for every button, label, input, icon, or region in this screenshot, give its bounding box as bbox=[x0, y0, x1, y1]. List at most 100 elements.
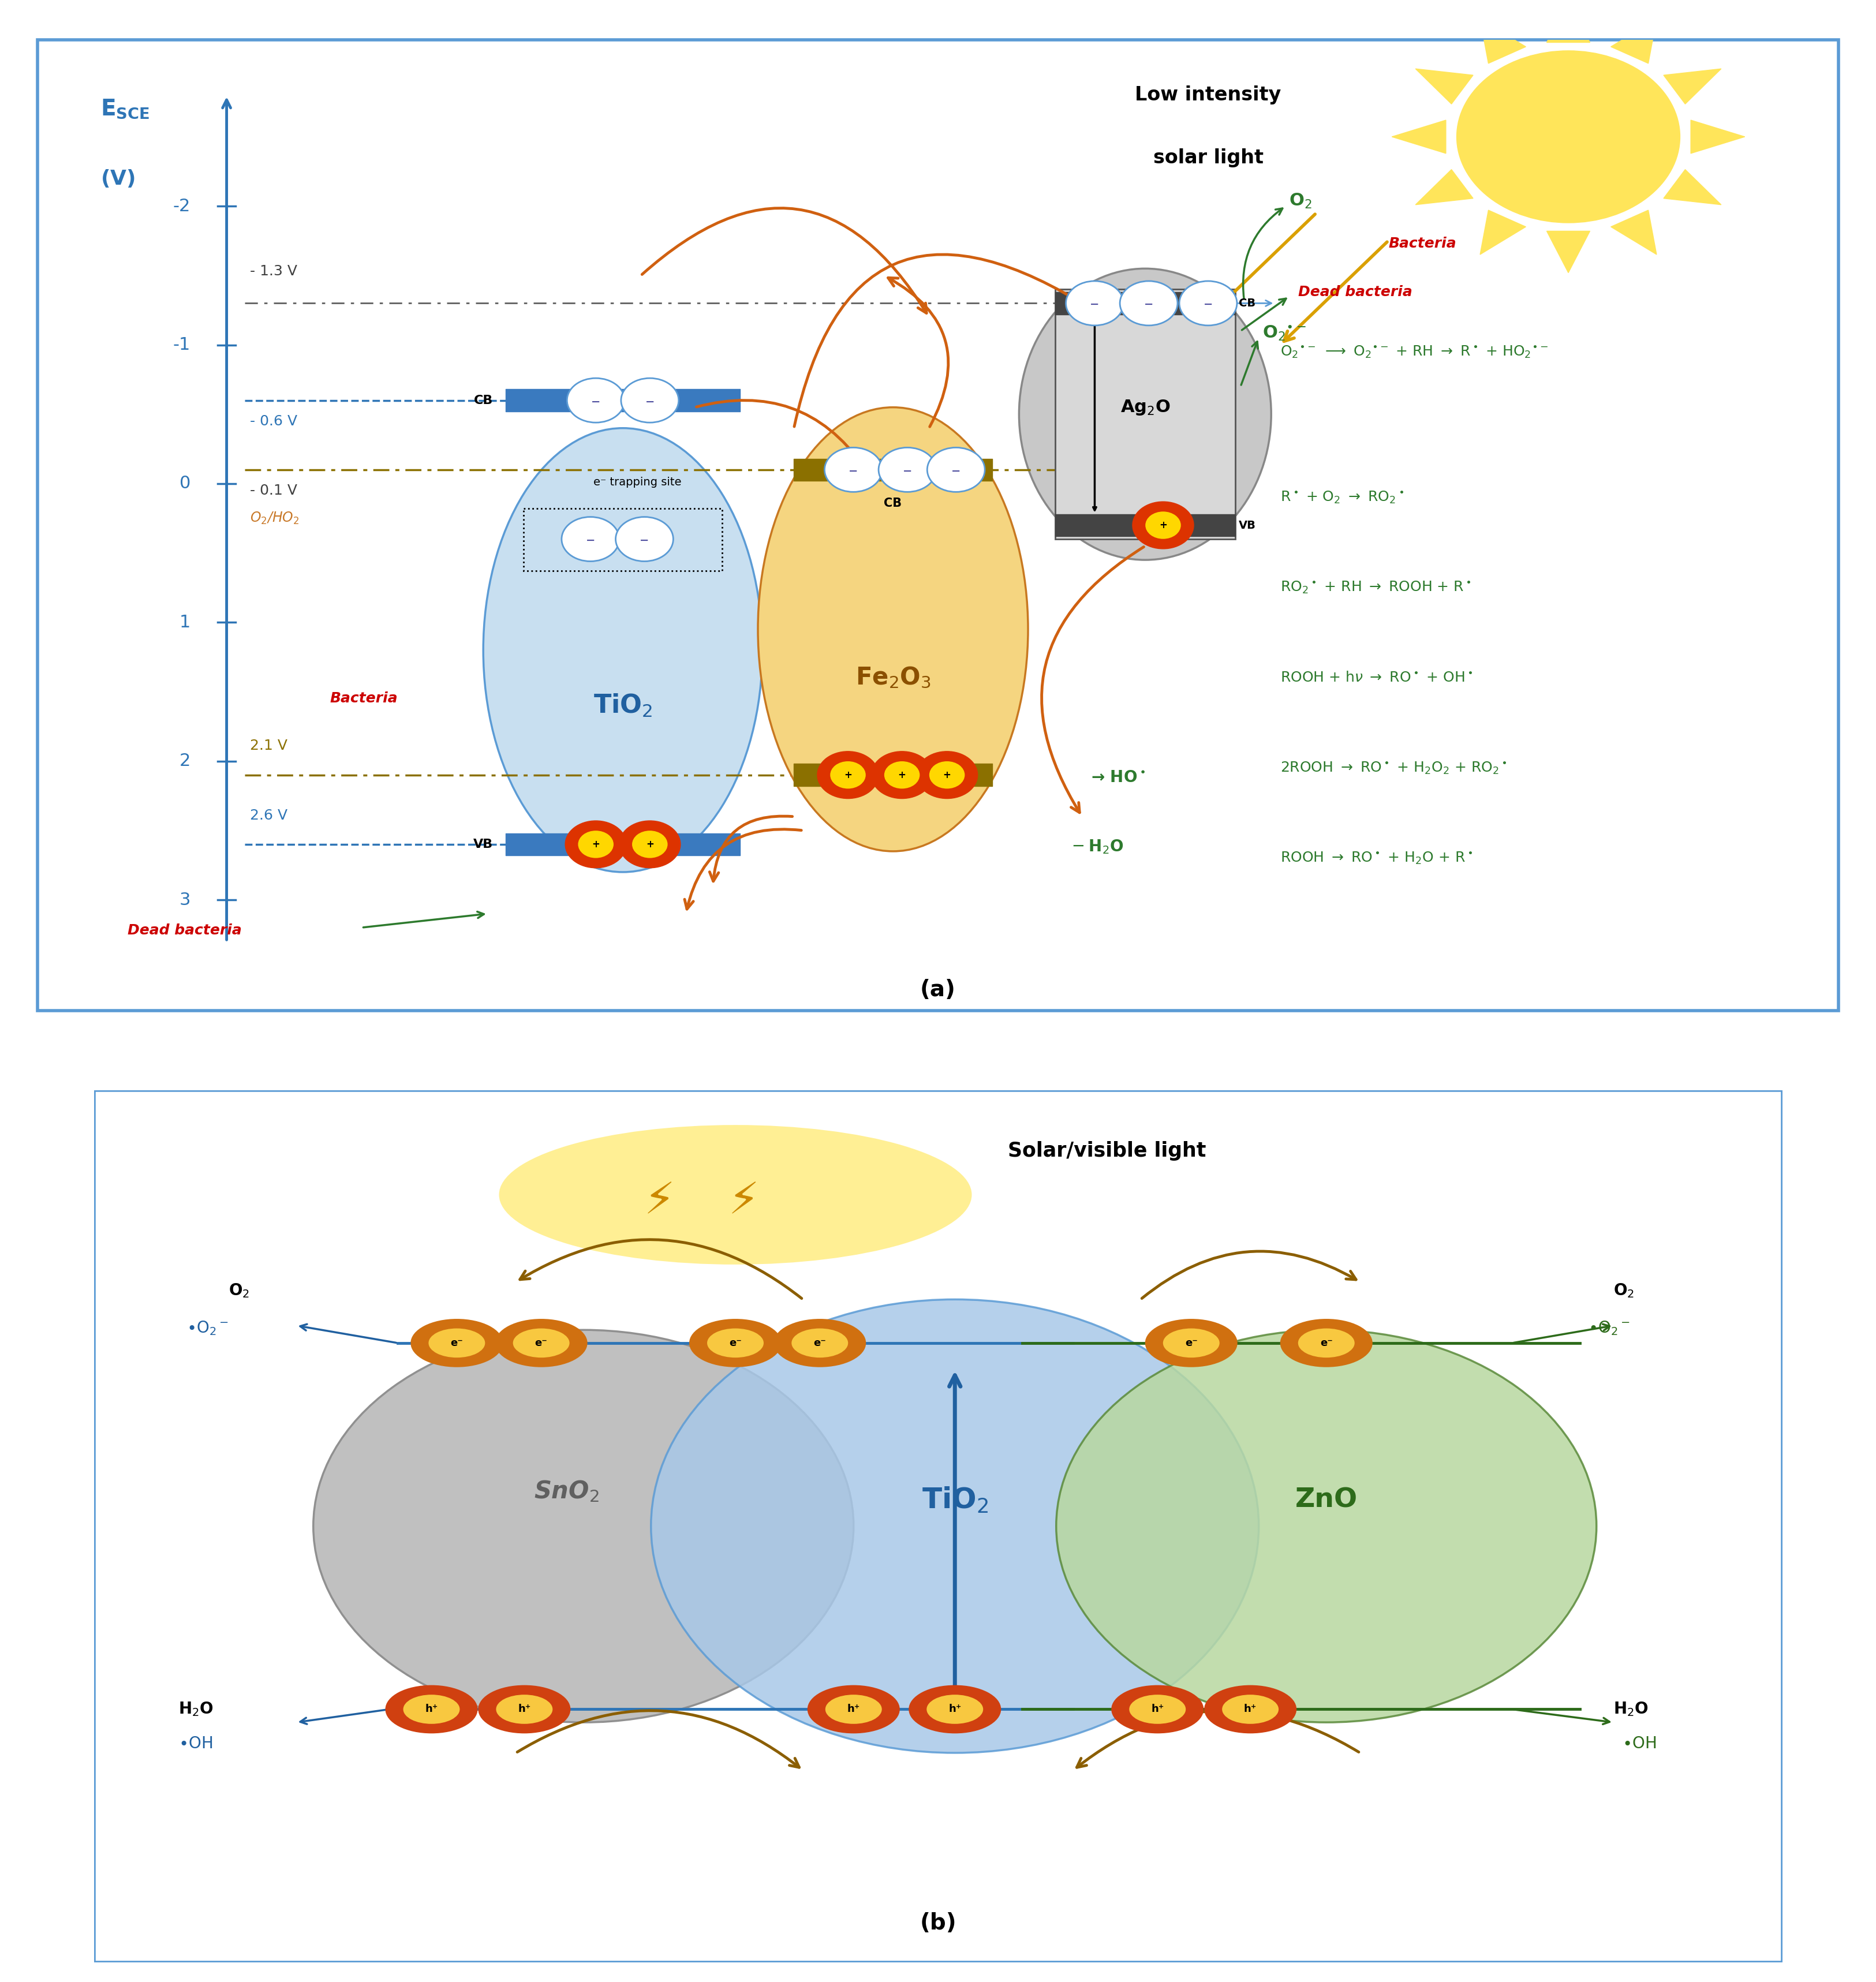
Text: -2: -2 bbox=[173, 198, 191, 214]
Text: - 1.3 V: - 1.3 V bbox=[250, 264, 298, 277]
Polygon shape bbox=[1546, 0, 1591, 42]
Text: O$_2$: O$_2$ bbox=[1289, 192, 1311, 210]
Circle shape bbox=[1112, 1687, 1203, 1732]
Text: +: + bbox=[899, 769, 906, 781]
Text: Solar/visible light: Solar/visible light bbox=[1007, 1142, 1206, 1161]
Text: −: − bbox=[951, 466, 961, 476]
Text: 2ROOH $\rightarrow$ RO$^\bullet$ + H$_2$O$_2$ + RO$_2$$^\bullet$: 2ROOH $\rightarrow$ RO$^\bullet$ + H$_2$… bbox=[1279, 761, 1506, 775]
Text: → HO$^\bullet$: → HO$^\bullet$ bbox=[1092, 769, 1146, 785]
Polygon shape bbox=[1416, 170, 1473, 204]
Text: −: − bbox=[848, 466, 857, 476]
Text: $\mathbf{E_{SCE}}$: $\mathbf{E_{SCE}}$ bbox=[101, 97, 150, 121]
Circle shape bbox=[1281, 1320, 1371, 1366]
Text: R$^\bullet$ + O$_2$ $\rightarrow$ RO$_2$$^\bullet$: R$^\bullet$ + O$_2$ $\rightarrow$ RO$_2$… bbox=[1279, 490, 1403, 505]
Text: +: + bbox=[645, 838, 655, 850]
Text: Low intensity: Low intensity bbox=[1135, 85, 1281, 105]
Circle shape bbox=[775, 1320, 865, 1366]
Circle shape bbox=[825, 1695, 882, 1724]
Text: 0: 0 bbox=[180, 476, 191, 492]
Circle shape bbox=[403, 1695, 460, 1724]
Circle shape bbox=[927, 448, 985, 492]
Text: CB: CB bbox=[475, 394, 493, 406]
Text: −: − bbox=[585, 535, 595, 545]
Ellipse shape bbox=[1056, 1330, 1596, 1722]
Circle shape bbox=[1133, 501, 1193, 549]
Circle shape bbox=[1066, 281, 1124, 325]
Ellipse shape bbox=[313, 1330, 854, 1722]
Circle shape bbox=[1221, 1695, 1279, 1724]
Circle shape bbox=[495, 1695, 553, 1724]
Circle shape bbox=[512, 1328, 570, 1358]
Circle shape bbox=[1163, 1328, 1219, 1358]
FancyArrowPatch shape bbox=[1041, 547, 1144, 813]
Ellipse shape bbox=[1019, 270, 1272, 559]
Text: (b): (b) bbox=[919, 1913, 957, 1934]
Polygon shape bbox=[1611, 210, 1657, 254]
Text: RO$_2$$^\bullet$ + RH $\rightarrow$ ROOH + R$^\bullet$: RO$_2$$^\bullet$ + RH $\rightarrow$ ROOH… bbox=[1279, 581, 1471, 595]
Text: h⁺: h⁺ bbox=[1244, 1705, 1257, 1714]
Circle shape bbox=[478, 1687, 570, 1732]
Circle shape bbox=[929, 761, 964, 789]
Circle shape bbox=[578, 830, 613, 858]
FancyArrowPatch shape bbox=[794, 254, 1079, 426]
Circle shape bbox=[621, 379, 679, 422]
Text: ⚡: ⚡ bbox=[728, 1181, 760, 1223]
Text: e⁻: e⁻ bbox=[450, 1338, 463, 1348]
Text: $\bullet$O$_2$$^-$: $\bullet$O$_2$$^-$ bbox=[188, 1320, 229, 1336]
Text: Bacteria: Bacteria bbox=[1388, 236, 1456, 250]
Polygon shape bbox=[1690, 121, 1745, 153]
Circle shape bbox=[915, 751, 977, 799]
Text: VB: VB bbox=[1238, 519, 1257, 531]
Polygon shape bbox=[1611, 20, 1657, 63]
Circle shape bbox=[910, 1687, 1000, 1732]
FancyArrowPatch shape bbox=[1077, 1710, 1358, 1768]
Text: $\bullet$OH: $\bullet$OH bbox=[1621, 1736, 1657, 1752]
Circle shape bbox=[1204, 1687, 1296, 1732]
Circle shape bbox=[707, 1328, 764, 1358]
Circle shape bbox=[825, 448, 882, 492]
Text: e⁻: e⁻ bbox=[535, 1338, 548, 1348]
Text: −: − bbox=[1203, 299, 1214, 309]
Polygon shape bbox=[1416, 69, 1473, 103]
Text: H$_2$O: H$_2$O bbox=[178, 1701, 214, 1718]
Circle shape bbox=[870, 751, 932, 799]
Text: ⚡: ⚡ bbox=[643, 1181, 675, 1223]
Circle shape bbox=[1180, 281, 1236, 325]
Text: h⁺: h⁺ bbox=[426, 1705, 437, 1714]
Text: O$_2$$^{\bullet -}$ $\longrightarrow$ O$_2$$^{\bullet -}$ + RH $\rightarrow$ R$^: O$_2$$^{\bullet -}$ $\longrightarrow$ O$… bbox=[1279, 345, 1548, 359]
Circle shape bbox=[428, 1328, 486, 1358]
Circle shape bbox=[495, 1320, 587, 1366]
Polygon shape bbox=[1546, 232, 1591, 274]
Text: - 0.6 V: - 0.6 V bbox=[250, 414, 298, 428]
Circle shape bbox=[386, 1687, 477, 1732]
Text: (a): (a) bbox=[919, 979, 957, 1001]
Polygon shape bbox=[1392, 121, 1446, 153]
Text: ROOH + h$\nu$ $\rightarrow$ RO$^\bullet$ + OH$^\bullet$: ROOH + h$\nu$ $\rightarrow$ RO$^\bullet$… bbox=[1279, 672, 1473, 684]
Text: −: − bbox=[1090, 299, 1099, 309]
FancyBboxPatch shape bbox=[38, 40, 1838, 1011]
Text: −: − bbox=[591, 396, 600, 406]
Text: Ag$_2$O: Ag$_2$O bbox=[1120, 398, 1171, 416]
Text: ─ H$_2$O: ─ H$_2$O bbox=[1073, 838, 1124, 854]
FancyArrowPatch shape bbox=[887, 277, 947, 426]
Circle shape bbox=[1456, 52, 1681, 222]
Circle shape bbox=[927, 1695, 983, 1724]
Text: O$_2$$^{\bullet -}$: O$_2$$^{\bullet -}$ bbox=[1263, 325, 1306, 343]
Circle shape bbox=[632, 830, 668, 858]
Text: Fe$_2$O$_3$: Fe$_2$O$_3$ bbox=[855, 666, 930, 690]
Polygon shape bbox=[1664, 69, 1720, 103]
Text: 2.6 V: 2.6 V bbox=[250, 809, 287, 823]
Text: Bacteria: Bacteria bbox=[330, 692, 398, 706]
Text: TiO$_2$: TiO$_2$ bbox=[593, 692, 653, 719]
Circle shape bbox=[565, 821, 627, 868]
Circle shape bbox=[1120, 281, 1178, 325]
Circle shape bbox=[1298, 1328, 1354, 1358]
Text: −: − bbox=[645, 396, 655, 406]
Circle shape bbox=[1146, 1320, 1236, 1366]
Circle shape bbox=[1129, 1695, 1186, 1724]
Text: 3: 3 bbox=[180, 892, 191, 908]
Circle shape bbox=[884, 761, 919, 789]
Text: 2.1 V: 2.1 V bbox=[250, 739, 287, 753]
Circle shape bbox=[561, 517, 619, 561]
Text: h⁺: h⁺ bbox=[518, 1705, 531, 1714]
